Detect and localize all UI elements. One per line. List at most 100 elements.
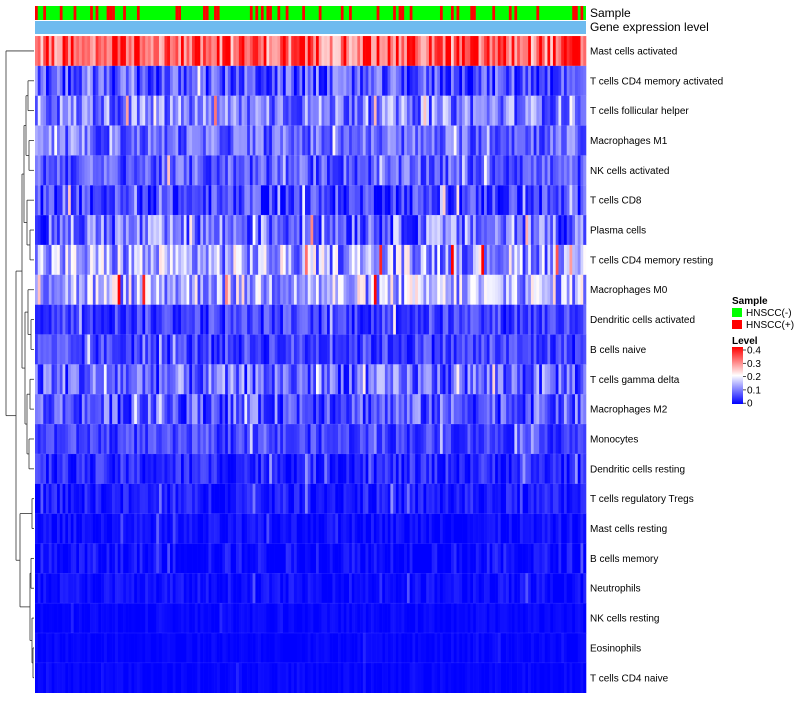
heatmap-cell [497,215,501,246]
heatmap-cell [40,185,44,216]
heatmap-cell [247,215,251,246]
sample-track-cell [106,6,110,20]
heatmap-cell [189,573,193,604]
heatmap-cell [489,453,493,485]
heatmap-cell [238,662,242,693]
heatmap-cell [282,394,286,425]
heatmap-cell [54,95,58,126]
heatmap-cell [282,603,286,634]
heatmap-cell [409,394,413,425]
heatmap-cell [563,244,568,276]
heatmap-cell [95,662,99,693]
heatmap-cell [395,394,399,425]
heatmap-cell [62,633,66,664]
heatmap-cell [459,185,463,216]
heatmap-cell [238,364,242,395]
heatmap-cell [401,155,405,186]
heatmap-cell [197,364,201,395]
heatmap-cell [572,274,576,305]
heatmap-cell [329,215,333,246]
heatmap-cell [181,453,185,485]
heatmap-cell [296,36,300,67]
heatmap-cell [156,573,160,604]
heatmap-cell [428,364,433,395]
heatmap-cell [293,334,298,365]
heatmap-cell [172,185,176,216]
heatmap-cell [73,36,77,67]
heatmap-cell [462,36,466,67]
heatmap-cell [123,573,127,604]
heatmap-cell [332,95,336,126]
heatmap-cell [464,274,468,305]
heatmap-cell [282,65,286,96]
heatmap-cell [349,633,353,664]
heatmap-cell [241,304,245,335]
heatmap-cell [134,244,138,276]
heatmap-cell [508,573,512,604]
heatmap-cell [48,125,52,156]
heatmap-cell [390,125,394,156]
heatmap-cell [304,215,309,246]
heatmap-cell [222,483,226,514]
heatmap-cell [451,65,455,96]
heatmap-cell [310,155,314,186]
heatmap-cell [158,244,163,276]
heatmap-cell [238,633,242,664]
heatmap-cell [167,394,171,425]
heatmap-cell [473,483,477,514]
heatmap-cell [98,244,102,276]
heatmap-cell [503,573,507,604]
heatmap-cell [541,155,545,186]
heatmap-cell [37,95,41,126]
heatmap-cell [244,95,248,126]
heatmap-cell [293,244,298,276]
heatmap-cell [186,453,190,485]
heatmap-cell [486,65,490,96]
heatmap-cell [384,513,388,544]
heatmap-cell [467,662,471,693]
heatmap-cell [456,453,460,485]
heatmap-cell [230,424,234,455]
heatmap-cell [390,424,394,455]
heatmap-cell [238,155,242,186]
heatmap-cell [274,334,278,365]
heatmap-cell [98,424,102,455]
heatmap-cell [299,155,303,186]
heatmap-cell [362,603,366,634]
heatmap-cell [384,543,388,574]
heatmap-cell [561,95,565,126]
heatmap-cell [145,543,149,574]
heatmap-cell [511,95,515,126]
heatmap-cell [274,36,278,67]
heatmap-cell [448,334,452,365]
heatmap-cell [271,453,275,485]
heatmap-cell [475,244,479,276]
heatmap-cell [299,424,303,455]
heatmap-cell [285,483,289,514]
heatmap-cell [145,513,149,544]
heatmap-cell [98,483,102,514]
heatmap-cell [161,185,165,216]
heatmap-cell [48,543,52,574]
heatmap-cell [81,424,85,455]
heatmap-cell [434,513,438,544]
heatmap-cell [59,364,63,395]
heatmap-cell [285,244,289,276]
heatmap-cell [550,36,554,67]
heatmap-cell [183,483,187,514]
heatmap-cell [123,36,127,67]
heatmap-cell [384,125,388,156]
heatmap-cell [561,364,565,395]
heatmap-cell [200,304,204,335]
heatmap-cell [329,364,333,395]
heatmap-cell [373,95,377,126]
heatmap-cell [205,543,209,574]
heatmap-cell [183,155,187,186]
heatmap-cell [420,65,424,96]
heatmap-cell [233,334,237,365]
heatmap-cell [486,125,490,156]
heatmap-cell [572,185,576,216]
heatmap-cell [329,424,333,455]
heatmap-cell [393,603,397,634]
heatmap-cell [445,304,449,335]
